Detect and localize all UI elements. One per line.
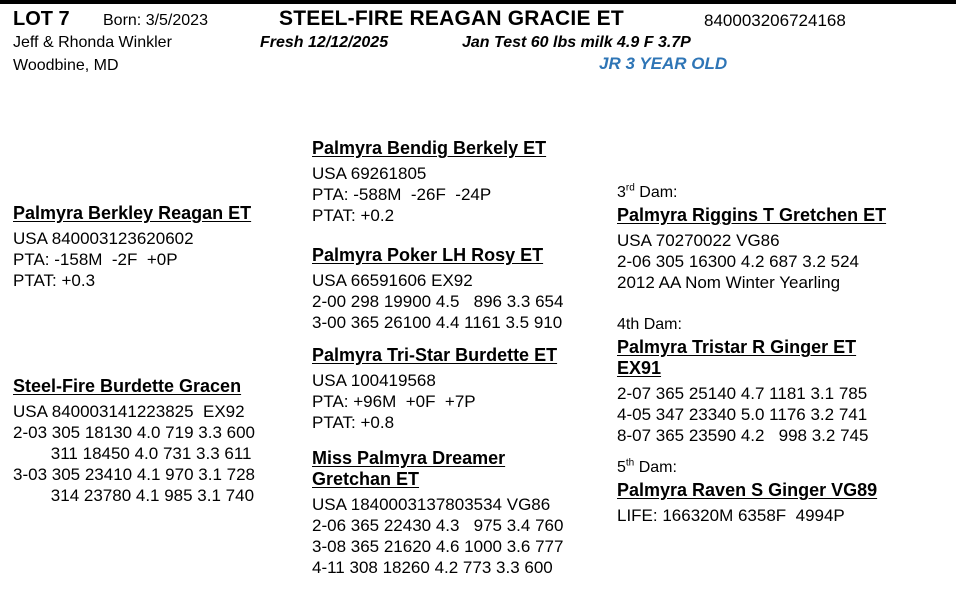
- pedigree-line: 2-07 365 25140 4.7 1181 3.1 785: [617, 384, 868, 403]
- pedigree-block-5th-dam: 5th Dam: Palmyra Raven S Ginger VG89 LIF…: [617, 458, 947, 526]
- pedigree-line: USA 840003123620602: [13, 229, 194, 248]
- pedigree-line: 2-00 298 19900 4.5 896 3.3 654: [312, 292, 564, 311]
- pedigree-block-grandsire-1: Palmyra Bendig Berkely ET USA 69261805 PT…: [312, 138, 612, 226]
- registration-number: 840003206724168: [704, 11, 846, 30]
- pedigree-line: 3-08 365 21620 4.6 1000 3.6 777: [312, 537, 564, 556]
- dam-label-text: Dam:: [634, 459, 677, 476]
- pedigree-line: 4-05 347 23340 5.0 1176 3.2 741: [617, 405, 868, 424]
- pedigree-line: 2012 AA Nom Winter Yearling: [617, 273, 841, 292]
- pedigree-line: PTA: -158M -2F +0P: [13, 250, 178, 269]
- pedigree-line: 3-00 365 26100 4.4 1161 3.5 910: [312, 313, 563, 332]
- animal-name: Palmyra Raven S Ginger VG89: [617, 480, 878, 500]
- animal-name: Palmyra Tristar R Ginger ET EX91: [617, 337, 857, 378]
- pedigree-line: LIFE: 166320M 6358F 4994P: [617, 506, 845, 525]
- pedigree-line: PTA: +96M +0F +7P: [312, 392, 476, 411]
- animal-details: USA 69261805 PTA: -588M -26F -24P PTAT: +0…: [312, 163, 612, 226]
- animal-details: USA 840003141223825 EX92 2-03 305 18130 4…: [13, 401, 305, 506]
- animal-details: USA 840003123620602 PTA: -158M -2F +0P PTA…: [13, 228, 305, 291]
- animal-name: Palmyra Bendig Berkely ET: [312, 138, 547, 158]
- pedigree-line: PTAT: +0.3: [13, 271, 96, 290]
- animal-details: LIFE: 166320M 6358F 4994P: [617, 505, 947, 526]
- pedigree-block-4th-dam: 4th Dam: Palmyra Tristar R Ginger ET EX9…: [617, 315, 947, 446]
- top-border-rule: [0, 0, 956, 4]
- pedigree-block-dam: Steel-Fire Burdette Gracen USA 840003141…: [13, 376, 305, 506]
- dam-label-ordinal: rd: [625, 182, 635, 194]
- dam-label-number: 5: [617, 459, 626, 476]
- page-title: STEEL-FIRE REAGAN GRACIE ET: [279, 7, 624, 30]
- pedigree-line: USA 1840003137803534 VG86: [312, 495, 551, 514]
- dam-label-text: Dam:: [634, 184, 678, 201]
- pedigree-block-sire: Palmyra Berkley Reagan ET USA 8400031236…: [13, 203, 305, 291]
- lot-number: LOT 7: [13, 8, 70, 30]
- pedigree-line: 8-07 365 23590 4.2 998 3.2 745: [617, 426, 869, 445]
- pedigree-line: USA 840003141223825 EX92: [13, 402, 245, 421]
- pedigree-block-granddam-1: Palmyra Poker LH Rosy ET USA 66591606 EX…: [312, 245, 612, 333]
- pedigree-line: 2-06 365 22430 4.3 975 3.4 760: [312, 516, 564, 535]
- animal-name: Steel-Fire Burdette Gracen: [13, 376, 242, 396]
- pedigree-line: USA 100419568: [312, 371, 436, 390]
- age-class-label: JR 3 YEAR OLD: [599, 54, 728, 73]
- animal-name: Palmyra Berkley Reagan ET: [13, 203, 252, 223]
- pedigree-line: 4-11 308 18260 4.2 773 3.3 600: [312, 558, 553, 577]
- pedigree-line: 2-03 305 18130 4.0 719 3.3 600: [13, 423, 255, 442]
- animal-name: Palmyra Tri-Star Burdette ET: [312, 345, 558, 365]
- dam-generation-label: 5th Dam:: [617, 458, 947, 477]
- jan-test-note: Jan Test 60 lbs milk 4.9 F 3.7P: [462, 34, 691, 51]
- dam-generation-label: 4th Dam:: [617, 315, 947, 334]
- pedigree-line: USA 69261805: [312, 164, 427, 183]
- owner-name: Jeff & Rhonda Winkler: [13, 34, 172, 51]
- pedigree-line: USA 70270022 VG86: [617, 231, 780, 250]
- pedigree-line: USA 66591606 EX92: [312, 271, 473, 290]
- animal-details: USA 1840003137803534 VG86 2-06 365 22430 …: [312, 494, 612, 578]
- animal-name: Palmyra Poker LH Rosy ET: [312, 245, 544, 265]
- animal-details: USA 70270022 VG86 2-06 305 16300 4.2 687 …: [617, 230, 947, 293]
- pedigree-line: PTA: -588M -26F -24P: [312, 185, 492, 204]
- pedigree-line: 3-03 305 23410 4.1 970 3.1 728: [13, 465, 255, 484]
- animal-details: USA 66591606 EX92 2-00 298 19900 4.5 896 …: [312, 270, 612, 333]
- birth-date: Born: 3/5/2023: [103, 12, 208, 29]
- animal-details: 2-07 365 25140 4.7 1181 3.1 785 4-05 347 …: [617, 383, 947, 446]
- dam-label-number: 3: [617, 184, 626, 201]
- dam-generation-label: 3rd Dam:: [617, 183, 947, 202]
- pedigree-line: 2-06 305 16300 4.2 687 3.2 524: [617, 252, 859, 271]
- pedigree-line: PTAT: +0.2: [312, 206, 395, 225]
- pedigree-block-granddam-2: Miss Palmyra Dreamer Gretchan ET USA 184…: [312, 448, 612, 578]
- dam-label-text: Dam:: [639, 316, 682, 333]
- animal-details: USA 100419568 PTA: +96M +0F +7P PTAT: +0.8: [312, 370, 612, 433]
- pedigree-block-grandsire-2: Palmyra Tri-Star Burdette ET USA 1004195…: [312, 345, 612, 433]
- pedigree-line: PTAT: +0.8: [312, 413, 395, 432]
- fresh-date: Fresh 12/12/2025: [260, 34, 389, 51]
- animal-name: Miss Palmyra Dreamer Gretchan ET: [312, 448, 506, 489]
- owner-location: Woodbine, MD: [13, 57, 119, 74]
- dam-label-number: 4th: [617, 316, 640, 333]
- pedigree-line: 314 23780 4.1 985 3.1 740: [13, 486, 255, 505]
- animal-name: Palmyra Riggins T Gretchen ET: [617, 205, 887, 225]
- pedigree-line: 311 18450 4.0 731 3.3 611: [13, 444, 252, 463]
- pedigree-block-3rd-dam: 3rd Dam: Palmyra Riggins T Gretchen ET U…: [617, 183, 947, 293]
- dam-label-ordinal: th: [625, 457, 635, 469]
